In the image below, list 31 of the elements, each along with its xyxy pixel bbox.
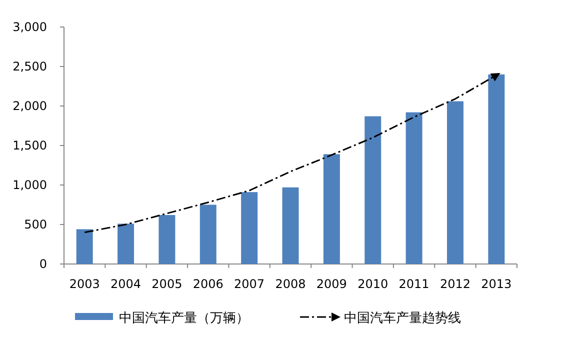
bar (241, 192, 258, 264)
bar (488, 74, 505, 264)
y-tick-label: 2,500 (12, 60, 47, 74)
bar (76, 229, 93, 264)
x-tick-label: 2012 (440, 277, 470, 291)
x-tick-label: 2007 (234, 277, 265, 291)
bar (200, 204, 216, 264)
bar (406, 112, 422, 264)
x-tick-label: 2010 (358, 277, 388, 291)
y-tick-label: 1,500 (12, 138, 47, 152)
bar (158, 215, 176, 264)
legend-label: 中国汽车产量（万辆） (119, 311, 249, 326)
legend-label: 中国汽车产量趋势线 (344, 311, 461, 326)
bar (323, 154, 340, 264)
bar (446, 101, 464, 264)
y-tick-label: 500 (24, 218, 47, 232)
bar (364, 116, 382, 264)
x-tick-label: 2006 (192, 277, 224, 291)
x-tick-label: 2003 (69, 277, 100, 291)
x-tick-label: 2013 (481, 277, 512, 291)
x-tick-label: 2005 (152, 277, 182, 291)
x-tick-label: 2011 (398, 277, 430, 291)
y-tick-label: 1,000 (12, 178, 47, 192)
x-tick-label: 2009 (316, 277, 347, 291)
x-tick-label: 2004 (110, 277, 142, 291)
y-tick-label: 3,000 (12, 20, 47, 34)
bar (282, 187, 299, 264)
bar (118, 224, 134, 264)
x-tick-label: 2008 (275, 277, 306, 291)
y-tick-label: 0 (39, 257, 47, 271)
y-tick-label: 2,000 (12, 99, 47, 113)
